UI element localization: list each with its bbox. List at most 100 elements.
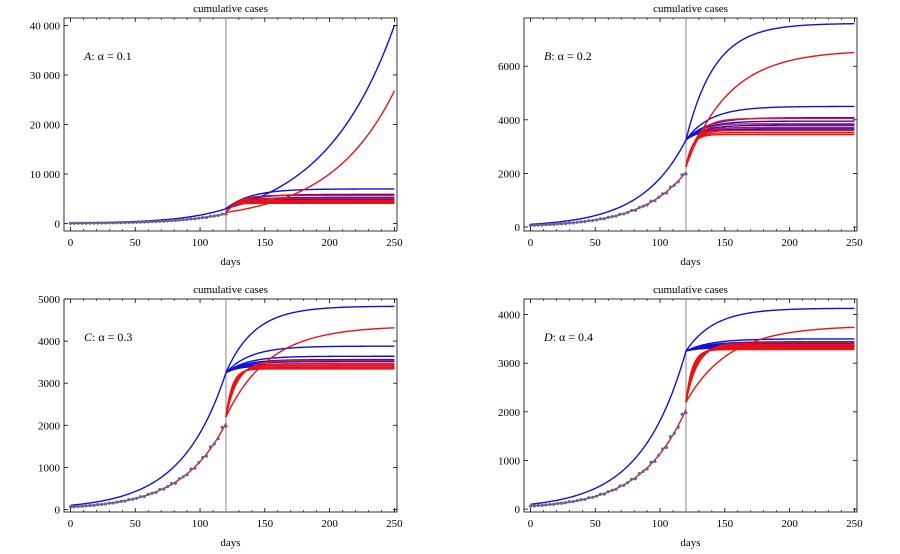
data-point: [158, 219, 162, 223]
x-tick-label: 200: [321, 518, 338, 530]
red-post-curve: [225, 194, 395, 213]
data-point: [107, 501, 111, 505]
data-point: [626, 481, 630, 485]
data-point: [544, 223, 548, 227]
data-point: [657, 453, 661, 457]
data-point: [664, 445, 669, 450]
data-point: [610, 488, 614, 492]
data-point: [649, 460, 653, 464]
data-point: [591, 218, 595, 223]
data-point: [212, 214, 216, 218]
panel-letter: D: [543, 330, 553, 344]
x-tick-label: 250: [386, 518, 403, 530]
red-post-curve: [225, 201, 395, 213]
data-point: [193, 217, 197, 221]
y-tick-label: 1000: [38, 462, 61, 474]
data-point: [622, 212, 626, 216]
blue-post-curve: [225, 25, 396, 210]
panel-param: : α = 0.1: [91, 49, 131, 63]
data-point: [189, 467, 193, 471]
blue-post-curve: [225, 361, 395, 374]
data-point: [540, 223, 544, 227]
data-point: [88, 221, 92, 225]
data-point: [637, 205, 641, 210]
data-point: [146, 220, 150, 224]
curves-layer: [528, 18, 855, 231]
y-tick-label: 2000: [498, 168, 521, 180]
data-point: [684, 411, 688, 415]
data-point: [657, 195, 661, 199]
data-point: [150, 220, 154, 224]
data-point: [212, 442, 216, 446]
data-point: [111, 221, 115, 225]
x-tick-label: 150: [257, 518, 274, 530]
data-point: [668, 435, 673, 439]
data-point: [559, 222, 564, 226]
data-point: [76, 221, 80, 225]
blue-pre-curve: [70, 372, 227, 506]
panel-letter: C: [84, 330, 93, 344]
y-tick-label: 20 000: [30, 120, 61, 132]
data-point: [653, 199, 657, 203]
panel-letter: B: [544, 49, 552, 63]
y-tick-label: 0: [515, 222, 521, 234]
data-point: [204, 454, 209, 458]
x-tick-label: 0: [68, 518, 74, 530]
y-tick-label: 4000: [498, 115, 521, 127]
curves-layer: [528, 299, 855, 512]
x-tick-label: 200: [781, 518, 798, 530]
data-point: [169, 482, 174, 486]
data-point: [142, 220, 146, 224]
blue-post-curve: [685, 343, 855, 352]
data-point: [162, 219, 166, 223]
data-point: [185, 217, 189, 222]
panel-label: C: α = 0.3: [84, 330, 132, 344]
data-point: [532, 223, 536, 227]
panel-label: B: α = 0.2: [544, 49, 592, 63]
data-point: [622, 483, 626, 487]
data-point: [96, 221, 100, 225]
data-point: [641, 469, 645, 473]
panel-label: A: α = 0.1: [83, 49, 132, 63]
chart-panel-a: cumulative cases days 0 50 100 150 200 250 0 10 0…: [30, 3, 403, 268]
data-point: [645, 467, 649, 471]
data-point: [614, 487, 618, 492]
red-post-curve: [225, 197, 395, 213]
plot-frame: [523, 17, 858, 232]
data-point: [567, 221, 571, 225]
data-point: [80, 221, 84, 225]
data-point: [563, 221, 568, 226]
plot-frame: [523, 298, 858, 513]
data-point: [154, 219, 158, 224]
data-point: [552, 502, 556, 506]
x-tick-label: 50: [130, 518, 142, 530]
data-point: [579, 498, 583, 502]
data-point: [606, 490, 610, 494]
x-axis-label: days: [220, 537, 240, 549]
data-point: [583, 497, 587, 502]
panel-param: : α = 0.2: [551, 49, 591, 63]
red-post-curve: [685, 346, 855, 403]
data-point: [134, 220, 139, 224]
data-point: [556, 222, 560, 226]
data-point: [169, 218, 174, 223]
data-point: [649, 199, 653, 203]
data-point: [72, 221, 76, 225]
x-tick-label: 0: [528, 237, 534, 249]
y-tick-label: 2000: [498, 407, 521, 419]
data-point: [123, 220, 127, 225]
x-tick-label: 50: [590, 518, 602, 530]
data-point: [208, 445, 213, 449]
blue-post-curve: [685, 22, 855, 141]
data-point: [602, 492, 606, 496]
red-post-curve: [685, 123, 855, 167]
data-point: [626, 210, 630, 215]
data-point: [629, 208, 634, 213]
red-post-curve: [685, 344, 855, 403]
data-point: [68, 221, 73, 225]
data-point: [653, 459, 657, 463]
data-point: [587, 219, 591, 223]
chart-panel-b: cumulative cases days 0 50 100 150 200 250 0 2000…: [498, 3, 863, 268]
y-tick-label: 4000: [498, 310, 521, 322]
chart-title: cumulative cases: [193, 3, 268, 15]
